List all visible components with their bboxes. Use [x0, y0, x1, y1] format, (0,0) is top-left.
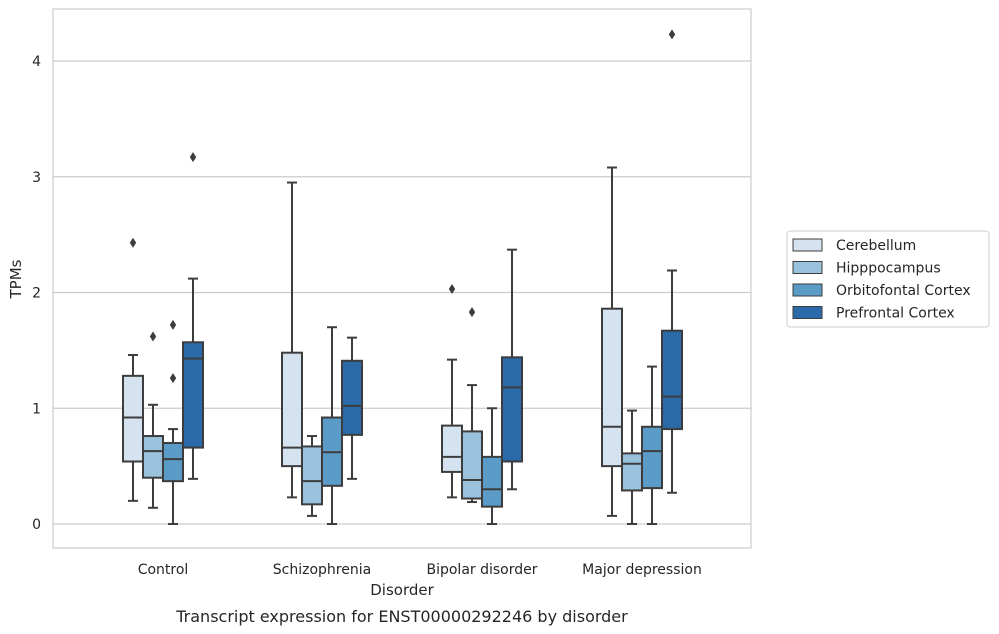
y-axis-label: TPMs [7, 259, 25, 299]
box-cerebellum [122, 237, 144, 502]
legend-swatch [792, 261, 823, 274]
box-iqr [182, 341, 204, 449]
box-orbitofontal-cortex [641, 365, 663, 525]
outlier-point [468, 307, 476, 318]
box-iqr [341, 359, 363, 436]
legend-label: Cerebellum [836, 238, 916, 254]
box-cerebellum [601, 166, 623, 517]
legend-swatch [792, 283, 823, 297]
box-orbitofontal-cortex [481, 407, 503, 525]
box-iqr [142, 435, 164, 479]
box-prefrontal-cortex [341, 336, 363, 480]
legend-swatch [792, 306, 823, 319]
box-iqr [621, 452, 643, 492]
box-iqr [441, 424, 463, 473]
outlier-point [129, 237, 137, 248]
box-iqr [641, 425, 663, 490]
box-prefrontal-cortex [661, 29, 683, 494]
x-axis-label: Disorder [370, 581, 434, 599]
box-hipppocampus [301, 435, 323, 517]
legend-label: Hipppocampus [836, 261, 941, 277]
y-tick-label: 4 [32, 54, 41, 70]
box-hipppocampus [621, 409, 643, 525]
x-tick-label: Schizophrenia [273, 562, 371, 578]
box-prefrontal-cortex [501, 248, 523, 491]
legend-label: Orbitofontal Cortex [836, 283, 971, 299]
box-iqr [501, 356, 523, 463]
box-iqr [281, 351, 303, 468]
box-iqr [481, 455, 503, 508]
box-orbitofontal-cortex [162, 319, 184, 525]
x-tick-labels: Control Schizophrenia Bipolar disorder Majo… [138, 562, 702, 578]
box-iqr [122, 374, 144, 463]
box-iqr [601, 307, 623, 468]
outlier-point [189, 152, 197, 163]
box-hipppocampus [461, 307, 483, 504]
chart-caption: Transcript expression for ENST0000029224… [175, 607, 628, 626]
y-tick-label: 0 [32, 517, 41, 533]
box-prefrontal-cortex [182, 152, 204, 480]
outlier-point [668, 29, 676, 40]
y-tick-label: 3 [32, 170, 41, 186]
box-cerebellum [281, 181, 303, 499]
legend-label: Prefrontal Cortex [836, 306, 955, 322]
box-orbitofontal-cortex [321, 326, 343, 525]
outlier-point [169, 319, 177, 330]
legend-swatch [792, 238, 823, 252]
box-iqr [661, 329, 683, 431]
outlier-point [149, 331, 157, 342]
box-iqr [301, 445, 323, 506]
box-layer [122, 29, 683, 525]
x-tick-label: Control [138, 562, 189, 578]
legend: Cerebellum Hipppocampus Orbitofontal Corte… [786, 230, 990, 328]
x-tick-label: Major depression [582, 562, 702, 578]
box-iqr [162, 441, 184, 483]
box-iqr [461, 430, 483, 500]
outlier-point [169, 373, 177, 384]
y-tick-label: 2 [32, 286, 41, 302]
outlier-point [448, 284, 456, 295]
x-tick-label: Bipolar disorder [426, 562, 537, 578]
y-tick-label: 1 [32, 401, 41, 417]
y-tick-labels: 0 1 2 3 4 [32, 54, 41, 533]
legend-frame [786, 230, 990, 328]
plot-frame [52, 8, 752, 549]
